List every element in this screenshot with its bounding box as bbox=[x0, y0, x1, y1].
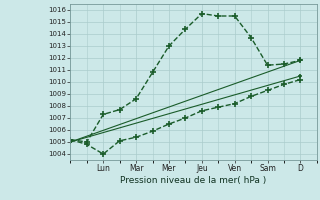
X-axis label: Pression niveau de la mer( hPa ): Pression niveau de la mer( hPa ) bbox=[120, 176, 267, 185]
